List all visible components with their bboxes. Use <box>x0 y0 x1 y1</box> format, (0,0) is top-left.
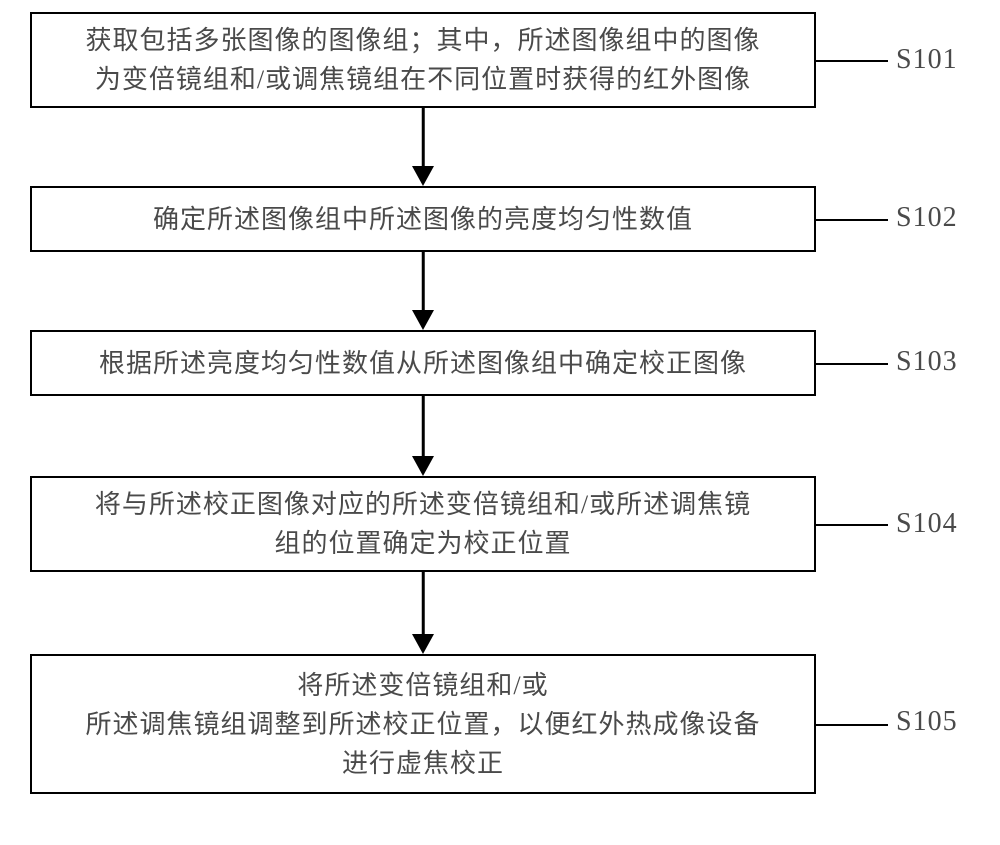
arrow-3-head-icon <box>412 456 434 476</box>
step-s101-leader <box>816 60 888 62</box>
arrow-4-line <box>422 572 425 634</box>
step-s102-box: 确定所述图像组中所述图像的亮度均匀性数值 <box>30 186 816 252</box>
step-s102-leader <box>816 219 888 221</box>
arrow-3-line <box>422 396 425 456</box>
step-s101-label: S101 <box>896 44 958 76</box>
step-s105-text: 将所述变倍镜组和/或 所述调焦镜组调整到所述校正位置，以便红外热成像设备 进行虚… <box>50 666 796 783</box>
step-s105-leader <box>816 724 888 726</box>
step-s101-box: 获取包括多张图像的图像组；其中，所述图像组中的图像 为变倍镜组和/或调焦镜组在不… <box>30 12 816 108</box>
arrow-1-line <box>422 108 425 166</box>
arrow-2-line <box>422 252 425 310</box>
step-s103-box: 根据所述亮度均匀性数值从所述图像组中确定校正图像 <box>30 330 816 396</box>
step-s104-label: S104 <box>896 508 958 540</box>
step-s101-text: 获取包括多张图像的图像组；其中，所述图像组中的图像 为变倍镜组和/或调焦镜组在不… <box>50 21 796 99</box>
step-s104-leader <box>816 524 888 526</box>
step-s105-label: S105 <box>896 706 958 738</box>
step-s104-box: 将与所述校正图像对应的所述变倍镜组和/或所述调焦镜 组的位置确定为校正位置 <box>30 476 816 572</box>
step-s105-box: 将所述变倍镜组和/或 所述调焦镜组调整到所述校正位置，以便红外热成像设备 进行虚… <box>30 654 816 794</box>
step-s103-label: S103 <box>896 346 958 378</box>
step-s102-text: 确定所述图像组中所述图像的亮度均匀性数值 <box>50 200 796 239</box>
arrow-2-head-icon <box>412 310 434 330</box>
arrow-4-head-icon <box>412 634 434 654</box>
step-s103-leader <box>816 363 888 365</box>
arrow-1-head-icon <box>412 166 434 186</box>
step-s102-label: S102 <box>896 202 958 234</box>
flowchart-canvas: 获取包括多张图像的图像组；其中，所述图像组中的图像 为变倍镜组和/或调焦镜组在不… <box>0 0 1000 845</box>
step-s103-text: 根据所述亮度均匀性数值从所述图像组中确定校正图像 <box>50 344 796 383</box>
step-s104-text: 将与所述校正图像对应的所述变倍镜组和/或所述调焦镜 组的位置确定为校正位置 <box>50 485 796 563</box>
